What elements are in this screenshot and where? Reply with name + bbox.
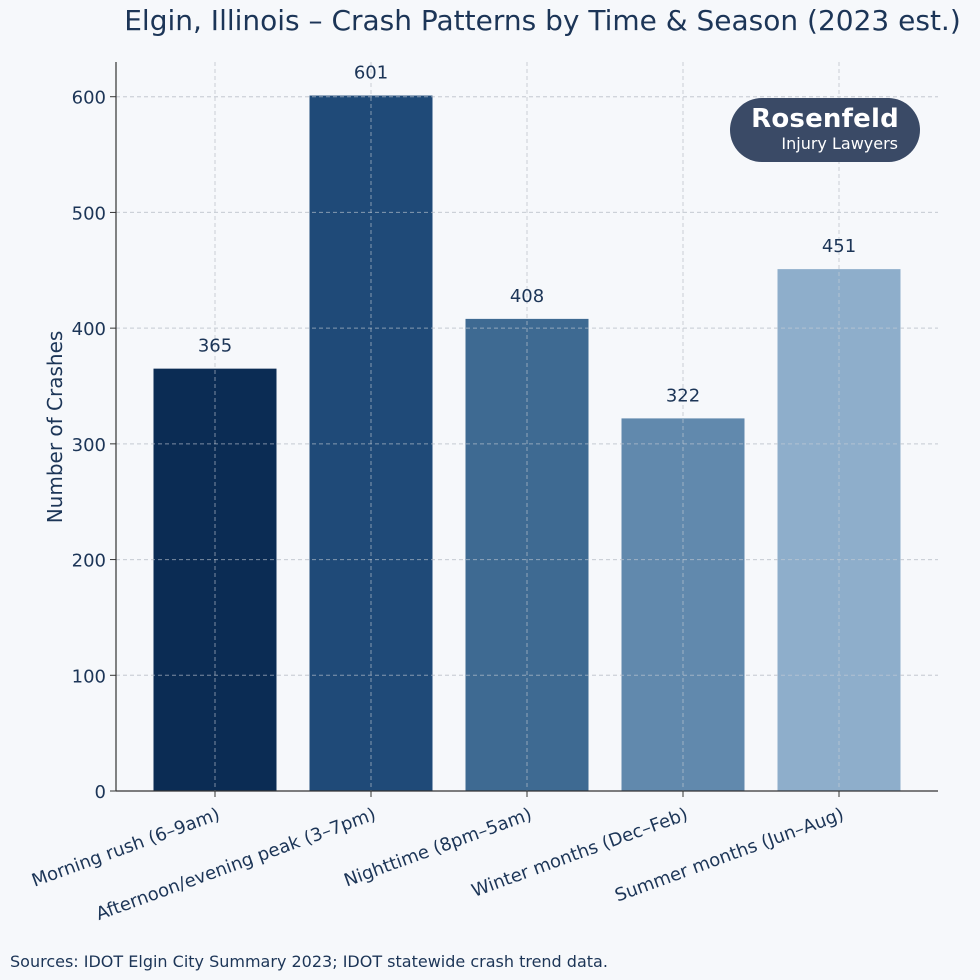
bar-value-label: 365	[198, 336, 232, 357]
x-tick-label: Afternoon/evening peak (3–7pm)	[93, 804, 378, 925]
bar	[777, 269, 901, 792]
rosenfeld-logo: Rosenfeld Injury Lawyers	[730, 98, 920, 162]
y-tick-label: 500	[72, 203, 106, 224]
y-axis-label: Number of Crashes	[43, 331, 67, 524]
logo-name: Rosenfeld	[751, 104, 899, 134]
y-tick-label: 400	[72, 319, 106, 340]
bar-value-label: 322	[666, 385, 700, 406]
y-tick-label: 100	[72, 666, 106, 687]
logo-subtitle: Injury Lawyers	[781, 134, 898, 153]
bar-value-label: 601	[354, 63, 388, 84]
source-note: Sources: IDOT Elgin City Summary 2023; I…	[10, 952, 608, 971]
y-tick-label: 300	[72, 435, 106, 456]
bar-value-label: 408	[510, 286, 544, 307]
y-tick-label: 0	[95, 782, 106, 803]
bar-value-label: 451	[822, 236, 856, 257]
y-tick-label: 200	[72, 551, 106, 572]
chart-title: Elgin, Illinois – Crash Patterns by Time…	[124, 4, 961, 37]
bar-chart: 0100200300400500600365601408322451Mornin…	[29, 62, 938, 925]
axes	[110, 62, 938, 797]
y-tick-label: 600	[72, 88, 106, 109]
